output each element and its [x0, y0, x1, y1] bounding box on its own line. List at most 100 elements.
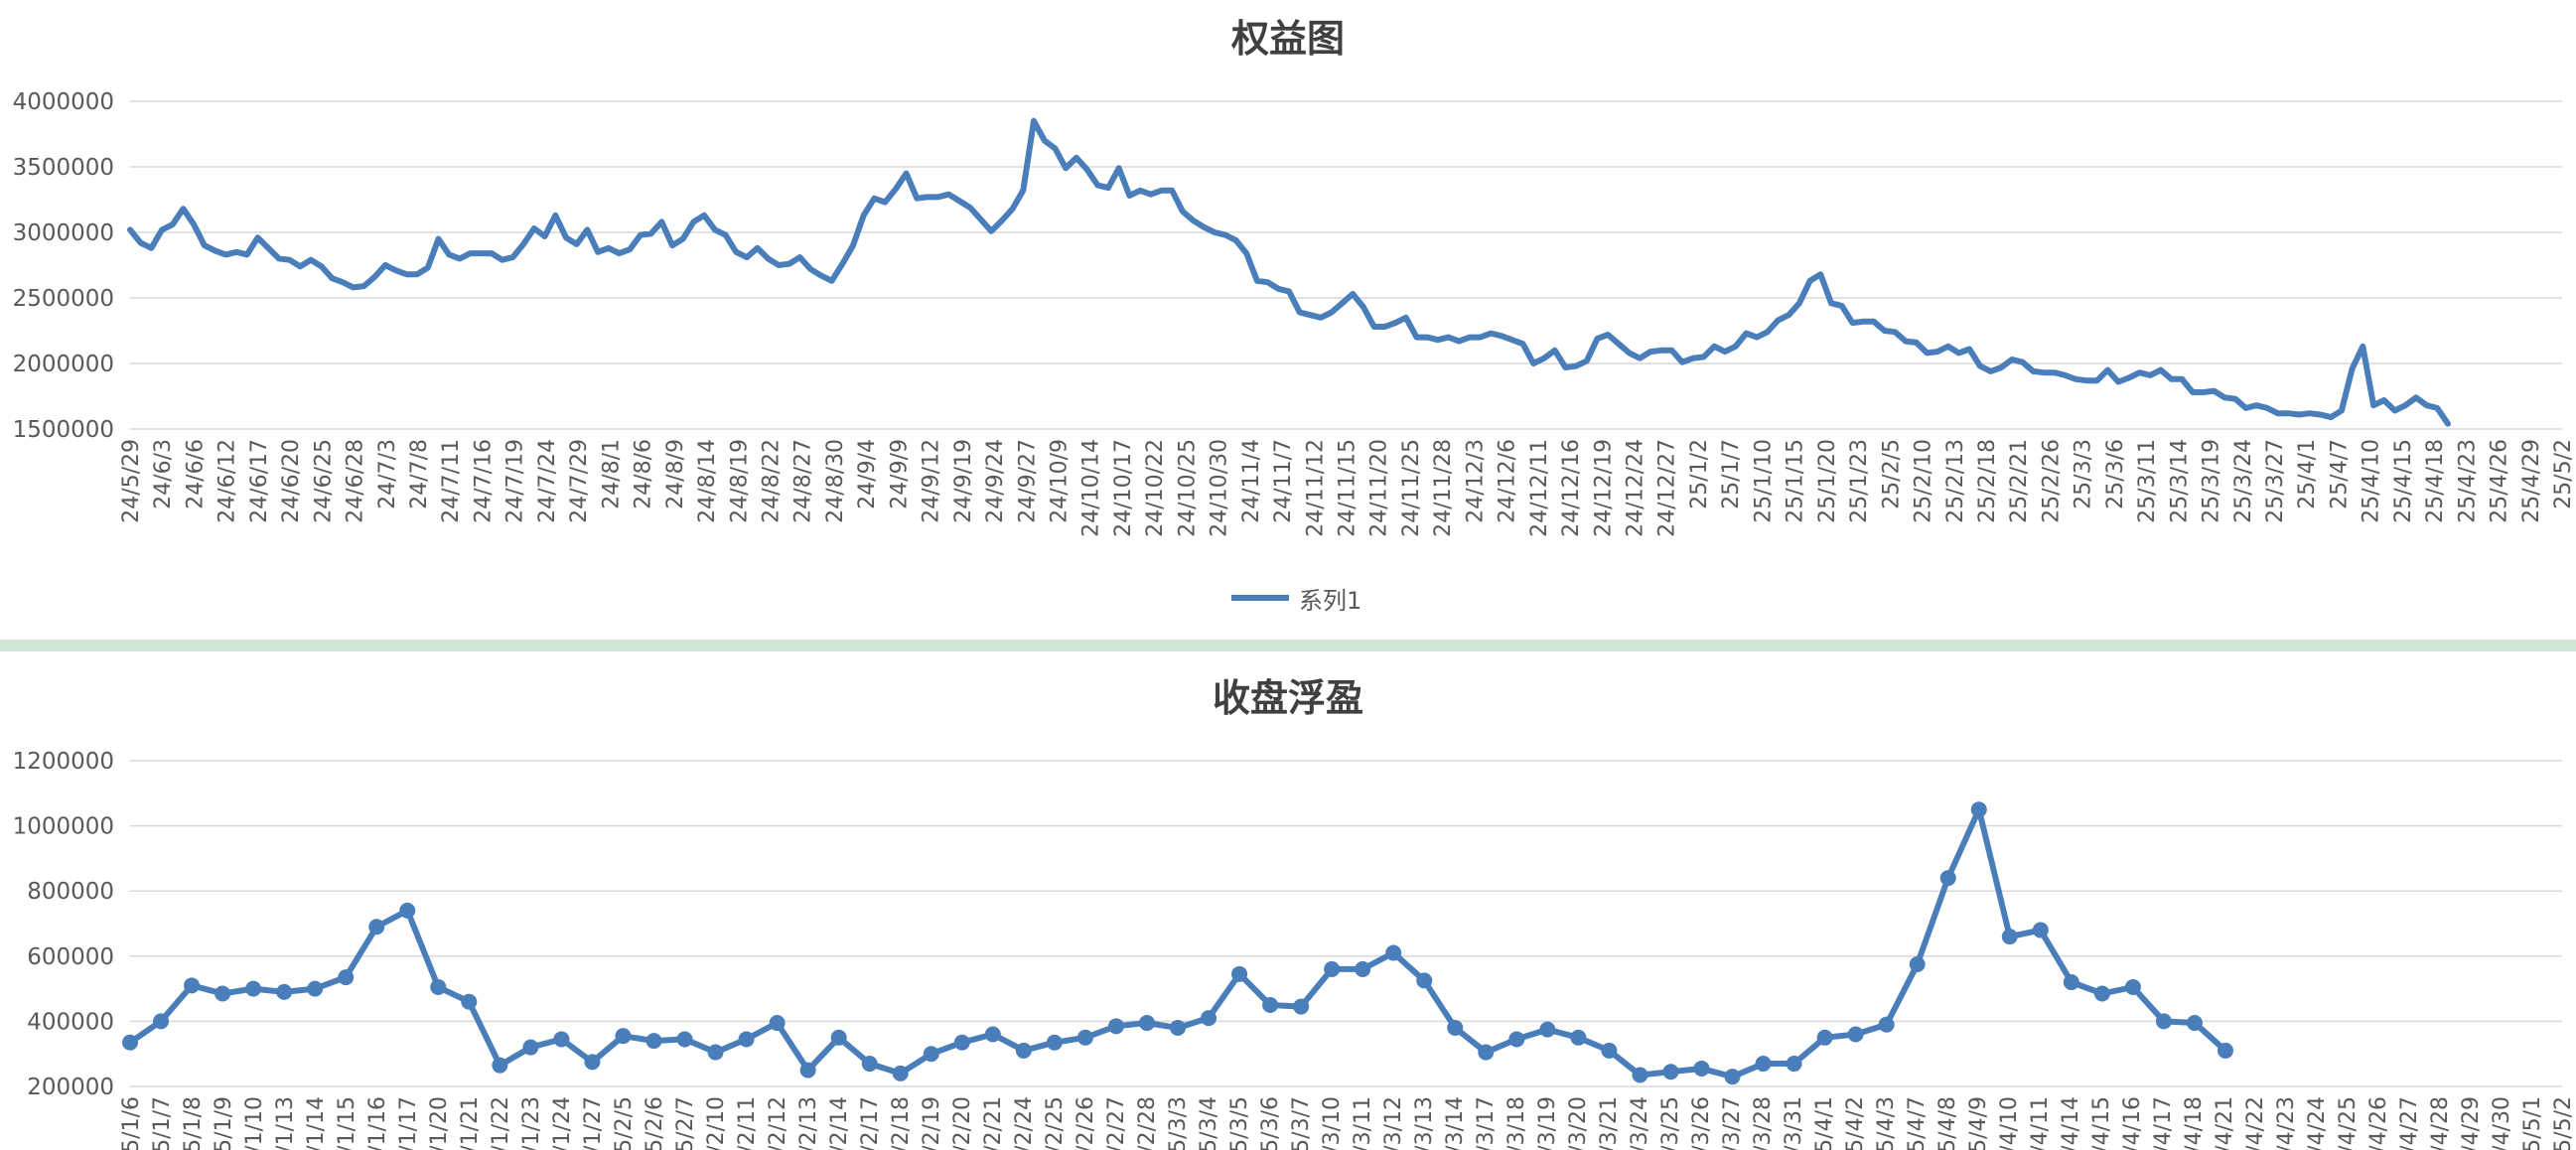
data-point — [584, 1054, 601, 1071]
x-tick-label: 5/1/16 — [365, 1096, 390, 1150]
data-point — [1416, 972, 1433, 989]
data-point — [1632, 1067, 1648, 1083]
data-point — [861, 1056, 878, 1073]
data-point — [461, 993, 478, 1010]
x-tick-label: 24/8/30 — [823, 439, 848, 523]
floating-pnl-chart-title: 收盘浮盈 — [1212, 676, 1363, 720]
data-point — [2218, 1042, 2233, 1059]
x-tick-label: 25/4/3 — [1874, 1096, 1899, 1150]
y-tick-label: 3000000 — [13, 220, 114, 246]
x-tick-label: 24/7/29 — [567, 439, 592, 523]
y-tick-label: 800000 — [27, 879, 114, 905]
x-tick-label: 5/4/11 — [2028, 1096, 2053, 1150]
data-point — [1724, 1069, 1741, 1085]
legend-label: 系列1 — [1299, 586, 1362, 615]
data-point — [245, 980, 262, 997]
panel-divider — [0, 640, 2576, 651]
data-point — [1786, 1056, 1802, 1073]
x-tick-label: 25/3/14 — [2167, 439, 2192, 523]
x-tick-label: 25/4/23 — [2455, 439, 2480, 523]
y-tick-label: 2000000 — [13, 352, 114, 377]
data-point — [769, 1015, 786, 1032]
x-tick-label: 24/6/20 — [279, 439, 304, 523]
equity-chart: 4000000 3500000 3000000 2500000 2000000 15000… — [12, 17, 2576, 615]
x-tick-label: 5/3/26 — [1689, 1096, 1714, 1150]
x-tick-label: 5/2/11 — [735, 1096, 760, 1150]
x-tick-label: 5/2/12 — [766, 1096, 790, 1150]
x-tick-label: 5/3/20 — [1566, 1096, 1591, 1150]
x-tick-label: 24/11/15 — [1336, 439, 1360, 537]
data-point — [1447, 1019, 1464, 1036]
data-point — [399, 902, 416, 919]
x-tick-label: 25/2/18 — [1975, 439, 2000, 523]
data-point — [1046, 1034, 1063, 1051]
x-tick-label: 25/4/29 — [2519, 439, 2544, 523]
data-point — [1478, 1044, 1495, 1061]
x-tick-label: 5/3/11 — [1351, 1096, 1375, 1150]
data-point — [1324, 960, 1341, 977]
x-tick-label: 5/4/18 — [2182, 1096, 2207, 1150]
x-tick-label: 24/12/19 — [1591, 439, 1616, 537]
x-tick-label: 24/12/27 — [1655, 439, 1680, 537]
data-point — [645, 1033, 662, 1050]
x-tick-label: 25/1/15 — [1784, 439, 1808, 523]
floating-pnl-chart: 1200000 1000000 800000 600000 400000 200000 5/… — [0, 651, 2576, 1150]
equity-chart-title: 权益图 — [1230, 17, 1345, 61]
data-point — [1170, 1019, 1186, 1036]
y-tick-label: 1000000 — [13, 814, 114, 840]
data-point — [153, 1013, 170, 1030]
data-point — [2001, 929, 2018, 945]
data-point — [1201, 1010, 1217, 1027]
data-point — [1015, 1042, 1032, 1059]
x-tick-label: 25/1/23 — [1847, 439, 1872, 523]
x-tick-label: 5/1/21 — [458, 1096, 483, 1150]
x-tick-label: 24/10/9 — [1047, 439, 1072, 523]
x-tick-label: 5/4/15 — [2089, 1096, 2114, 1150]
x-tick-label: 25/3/11 — [2135, 439, 2160, 523]
x-tick-label: 24/12/3 — [1463, 439, 1488, 523]
x-tick-label: 5/4/29 — [2459, 1096, 2484, 1150]
x-tick-label: 5/1/8 — [181, 1096, 206, 1150]
x-tick-label: 25/4/9 — [1966, 1096, 1991, 1150]
x-tick-label: 25/1/20 — [1815, 439, 1840, 523]
data-point — [1970, 801, 1987, 818]
data-point — [1601, 1042, 1618, 1059]
data-point — [368, 919, 385, 935]
x-tick-label: 25/2/26 — [2039, 439, 2064, 523]
x-tick-label: 25/4/8 — [1935, 1096, 1960, 1150]
data-point — [1076, 1029, 1093, 1046]
x-tick-label: 5/4/21 — [2213, 1096, 2237, 1150]
data-point — [1539, 1021, 1556, 1038]
x-tick-label: 5/4/17 — [2151, 1096, 2176, 1150]
x-tick-label: 24/7/16 — [471, 439, 496, 523]
x-tick-label: 5/2/24 — [1012, 1096, 1037, 1150]
x-tick-label: 5/4/25 — [2336, 1096, 2361, 1150]
x-tick-label: 5/1/9 — [212, 1096, 236, 1150]
data-point — [1508, 1031, 1525, 1048]
x-tick-label: 25/3/19 — [2200, 439, 2224, 523]
x-tick-label: 25/1/2 — [1687, 439, 1712, 509]
x-tick-label: 5/3/25 — [1658, 1096, 1683, 1150]
x-tick-label: 25/1/7 — [1719, 439, 1744, 509]
data-point — [953, 1034, 970, 1051]
data-point — [1878, 1016, 1895, 1033]
x-tick-label: 25/3/3 — [2072, 439, 2096, 509]
x-tick-label: 24/8/19 — [727, 439, 752, 523]
x-tick-label: 25/3/5 — [1227, 1096, 1252, 1150]
x-tick-label: 25/5/2 — [2551, 439, 2576, 509]
x-tick-label: 5/1/6 — [119, 1096, 144, 1150]
x-tick-label: 5/3/31 — [1782, 1096, 1806, 1150]
x-tick-label: 5/1/17 — [396, 1096, 421, 1150]
data-point — [215, 985, 231, 1002]
data-point — [276, 983, 293, 1000]
data-point — [2124, 978, 2141, 995]
data-point — [830, 1029, 847, 1046]
data-point — [1939, 870, 1956, 887]
x-tick-label: 5/1/27 — [581, 1096, 606, 1150]
x-tick-label: 24/12/24 — [1624, 439, 1648, 537]
x-tick-label: 5/3/18 — [1504, 1096, 1529, 1150]
data-point — [307, 980, 324, 997]
x-tick-label: 5/3/17 — [1474, 1096, 1499, 1150]
x-tick-label: 5/4/27 — [2397, 1096, 2422, 1150]
x-tick-label: 24/10/17 — [1111, 439, 1136, 537]
